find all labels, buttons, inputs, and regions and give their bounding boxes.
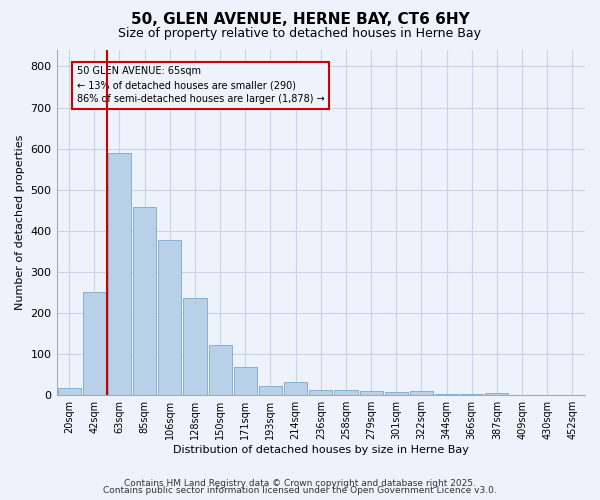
Text: 50, GLEN AVENUE, HERNE BAY, CT6 6HY: 50, GLEN AVENUE, HERNE BAY, CT6 6HY [131,12,469,28]
Bar [58,388,80,395]
Bar [284,382,307,395]
Bar [108,152,131,395]
Bar [184,298,206,395]
Bar [334,390,358,395]
Bar [410,391,433,395]
X-axis label: Distribution of detached houses by size in Herne Bay: Distribution of detached houses by size … [173,445,469,455]
Bar [460,394,484,395]
Bar [234,368,257,395]
Bar [435,394,458,395]
Y-axis label: Number of detached properties: Number of detached properties [15,135,25,310]
Bar [309,390,332,395]
Text: Size of property relative to detached houses in Herne Bay: Size of property relative to detached ho… [119,28,482,40]
Bar [259,386,282,395]
Bar [133,207,156,395]
Bar [158,240,181,395]
Text: 50 GLEN AVENUE: 65sqm
← 13% of detached houses are smaller (290)
86% of semi-det: 50 GLEN AVENUE: 65sqm ← 13% of detached … [77,66,325,104]
Text: Contains public sector information licensed under the Open Government Licence v3: Contains public sector information licen… [103,486,497,495]
Bar [83,292,106,395]
Bar [359,390,383,395]
Text: Contains HM Land Registry data © Crown copyright and database right 2025.: Contains HM Land Registry data © Crown c… [124,478,476,488]
Bar [485,393,508,395]
Bar [385,392,408,395]
Bar [209,345,232,395]
